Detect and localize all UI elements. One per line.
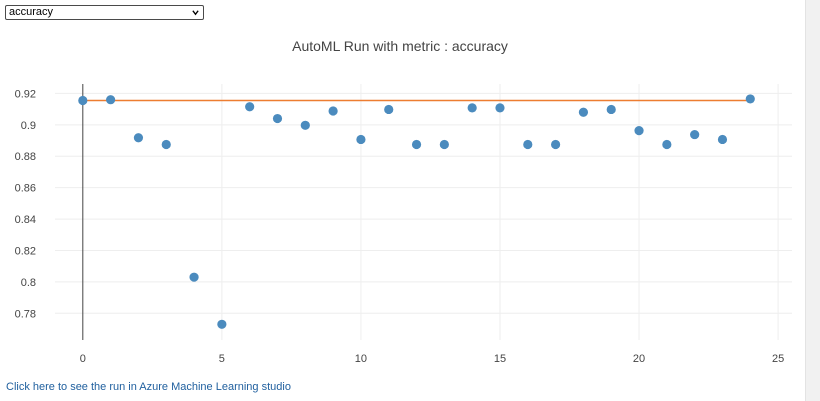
tick-labels: 0.78 0.8 0.82 0.84 0.86 0.88 0.9 0.92 0 5 10 15 20 25 bbox=[15, 88, 785, 365]
data-point bbox=[411, 139, 422, 150]
y-tick-label: 0.84 bbox=[15, 214, 36, 226]
y-tick-label: 0.9 bbox=[21, 120, 36, 132]
y-tick-label: 0.8 bbox=[21, 277, 36, 289]
data-point bbox=[217, 319, 227, 329]
data-point bbox=[662, 139, 672, 150]
x-tick-label: 5 bbox=[219, 353, 225, 365]
data-point bbox=[78, 95, 88, 106]
data-point bbox=[189, 272, 199, 282]
y-tick-label: 0.88 bbox=[15, 151, 36, 163]
x-tick-label: 20 bbox=[633, 353, 645, 365]
x-tick-label: 15 bbox=[494, 353, 506, 365]
x-tick-label: 10 bbox=[355, 353, 367, 365]
data-point bbox=[745, 94, 755, 104]
y-tick-label: 0.82 bbox=[15, 245, 36, 257]
vertical-scrollbar[interactable] bbox=[805, 0, 820, 401]
data-point bbox=[356, 134, 366, 145]
data-point bbox=[467, 103, 477, 113]
data-point bbox=[161, 139, 171, 150]
grid-lines bbox=[55, 84, 792, 340]
metric-dropdown[interactable]: accuracy bbox=[5, 5, 204, 20]
data-point bbox=[523, 139, 533, 150]
data-point bbox=[495, 103, 505, 113]
y-tick-label: 0.92 bbox=[15, 88, 36, 100]
chart-title: AutoML Run with metric : accuracy bbox=[292, 38, 508, 54]
data-point bbox=[717, 134, 728, 145]
data-point bbox=[245, 102, 255, 112]
data-point bbox=[328, 106, 338, 116]
data-points bbox=[78, 94, 755, 329]
data-point bbox=[551, 139, 561, 150]
data-point bbox=[690, 129, 700, 140]
chevron-down-icon bbox=[192, 10, 199, 16]
data-point bbox=[272, 113, 283, 124]
azure-studio-link[interactable]: Click here to see the run in Azure Machi… bbox=[6, 381, 291, 393]
metric-dropdown-value: accuracy bbox=[9, 6, 54, 18]
data-point bbox=[133, 133, 144, 143]
data-point bbox=[634, 126, 644, 136]
y-tick-label: 0.86 bbox=[15, 183, 36, 195]
x-tick-label: 0 bbox=[80, 353, 86, 365]
data-point bbox=[606, 104, 616, 115]
data-point bbox=[439, 139, 449, 150]
data-point bbox=[384, 104, 394, 115]
data-point bbox=[106, 95, 116, 105]
x-tick-label: 25 bbox=[772, 353, 784, 365]
accuracy-scatter-chart: AutoML Run with metric : accuracy 0.780.… bbox=[15, 38, 792, 365]
data-point bbox=[578, 107, 589, 117]
data-point bbox=[300, 120, 310, 130]
y-tick-label: 0.78 bbox=[15, 308, 36, 320]
